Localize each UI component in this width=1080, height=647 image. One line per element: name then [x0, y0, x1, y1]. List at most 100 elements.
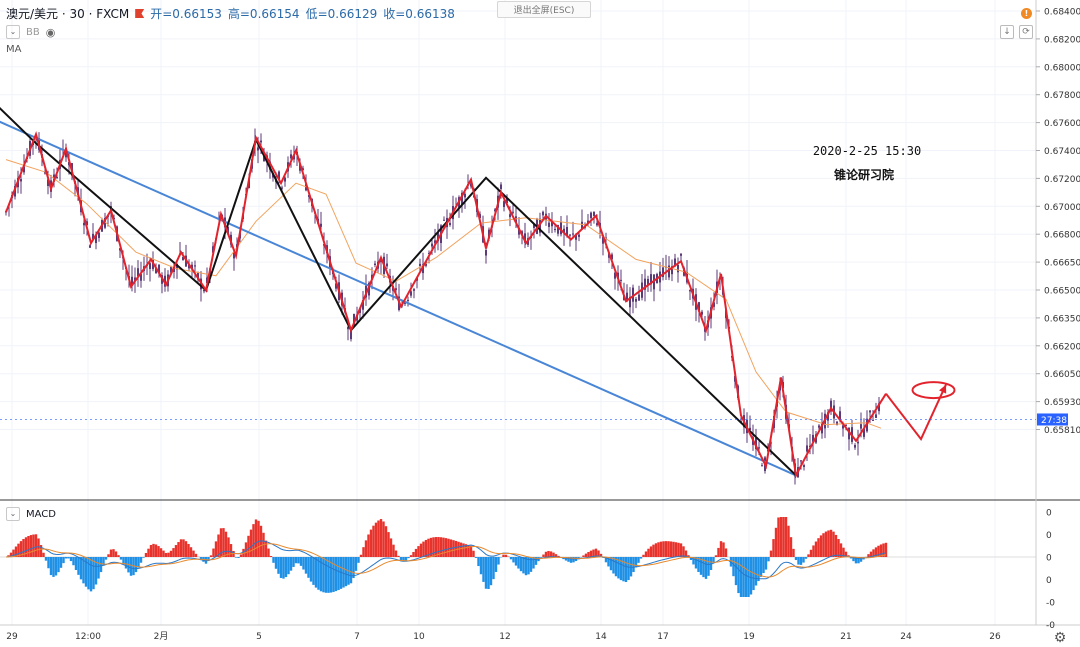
macd-histogram-bar [212, 548, 215, 557]
macd-histogram-bar [87, 557, 90, 590]
ohlc-close: 收=0.66138 [383, 7, 455, 21]
macd-histogram-bar [569, 557, 573, 563]
macd-histogram-bar [24, 537, 28, 557]
macd-histogram-bar [694, 557, 698, 569]
macd-histogram-bar [607, 557, 610, 567]
macd-histogram-bar [434, 537, 438, 557]
macd-label[interactable]: MACD [26, 508, 56, 520]
candle-body [848, 427, 850, 440]
candle-body [83, 222, 85, 226]
candle-body [854, 445, 856, 448]
candle-body [170, 266, 172, 273]
macd-histogram-bar [754, 557, 758, 586]
candle-body [353, 313, 355, 327]
macd-histogram-bar [277, 557, 280, 574]
arrow-down-icon[interactable]: ↓ [1000, 25, 1014, 39]
candle-body [563, 228, 565, 234]
macd-histogram-bar [17, 543, 20, 557]
macd-histogram-bar [692, 557, 695, 565]
macd-histogram-bar [152, 543, 155, 557]
macd-histogram-bar [189, 547, 193, 557]
candle-body [149, 263, 151, 269]
macd-histogram-bar [709, 557, 713, 571]
macd-histogram-bar [782, 517, 785, 557]
candle-body [533, 224, 535, 228]
macd-histogram-bar [844, 551, 848, 557]
symbol-title[interactable]: 澳元/美元 · 30 · FXCM [6, 7, 130, 21]
macd-histogram-bar [812, 545, 815, 557]
candle-body [524, 233, 526, 243]
macd-histogram-bar [534, 557, 538, 565]
macd-histogram-bar [487, 557, 490, 589]
candle-body [98, 232, 100, 238]
chevron-down-icon[interactable]: ⌄ [6, 25, 20, 39]
x-tick-label: 12 [499, 632, 510, 642]
exit-fullscreen-button[interactable]: 退出全屏(ESC) [497, 1, 591, 18]
macd-histogram-bar [407, 557, 410, 559]
macd-histogram-bar [342, 557, 345, 588]
candle-body [419, 263, 421, 266]
macd-histogram-bar [234, 557, 238, 558]
macd-histogram-bar [72, 557, 75, 566]
candle-body [863, 428, 865, 437]
macd-histogram-bar [827, 530, 830, 557]
macd-histogram-bar [252, 524, 255, 557]
macd-histogram-bar [699, 557, 703, 575]
candle-body [362, 300, 364, 310]
macd-histogram-bar [467, 544, 470, 557]
macd-label-row: ⌄ MACD [6, 507, 56, 521]
candle-body [410, 291, 412, 296]
macd-histogram-bar [364, 540, 368, 557]
eye-icon[interactable]: ◉ [45, 25, 56, 39]
y-tick-label: 0.66500 [1044, 287, 1080, 297]
macd-histogram-bar [424, 539, 428, 557]
gear-icon[interactable]: ⚙ [1054, 630, 1067, 646]
macd-histogram-bar [697, 557, 700, 572]
macd-histogram-bar [639, 557, 643, 559]
candle-body [554, 228, 556, 230]
macd-histogram-bar [492, 557, 495, 580]
black-trendline [0, 107, 797, 477]
candle-body [626, 292, 628, 302]
macd-histogram-bar [7, 555, 10, 557]
candle-body [386, 263, 388, 267]
alert-icon[interactable]: ! [1021, 8, 1032, 19]
macd-histogram-bar [822, 533, 825, 557]
indicator-ma-label[interactable]: MA [6, 44, 22, 55]
macd-histogram-bar [199, 557, 203, 560]
macd-histogram-bar [772, 539, 775, 557]
candle-body [857, 441, 859, 444]
candle-body [635, 298, 637, 302]
candle-body [20, 179, 22, 182]
macd-histogram-bar [337, 557, 340, 591]
macd-histogram-bar [359, 554, 363, 557]
candle-body [350, 327, 352, 340]
macd-histogram-bar [67, 557, 70, 559]
macd-histogram-bar [92, 557, 95, 590]
macd-histogram-bar [614, 557, 618, 577]
macd-histogram-bar [12, 549, 15, 557]
macd-histogram-bar [77, 557, 80, 575]
indicator-bb-label[interactable]: BB [26, 26, 40, 38]
macd-histogram-bar [627, 557, 630, 581]
candle-body [602, 237, 604, 244]
macd-histogram-bar [529, 557, 533, 572]
macd-histogram-bar [609, 557, 613, 571]
candle-body [839, 411, 841, 420]
macd-histogram-bar [39, 545, 43, 557]
flag-icon[interactable] [135, 9, 145, 18]
candle-body [464, 193, 466, 198]
candle-body [158, 264, 160, 273]
candle-body [56, 176, 58, 178]
refresh-icon[interactable]: ⟳ [1019, 25, 1033, 39]
macd-histogram-bar [19, 541, 23, 557]
macd-histogram-bar [837, 539, 840, 557]
candle-body [431, 243, 433, 247]
y-tick-label: 0.67600 [1044, 119, 1080, 129]
macd-histogram-bar [594, 548, 598, 557]
candle-body [512, 211, 514, 213]
y-tick-label: 0.66350 [1044, 314, 1080, 324]
chevron-down-icon[interactable]: ⌄ [6, 507, 20, 521]
macd-histogram-bar [547, 550, 550, 557]
